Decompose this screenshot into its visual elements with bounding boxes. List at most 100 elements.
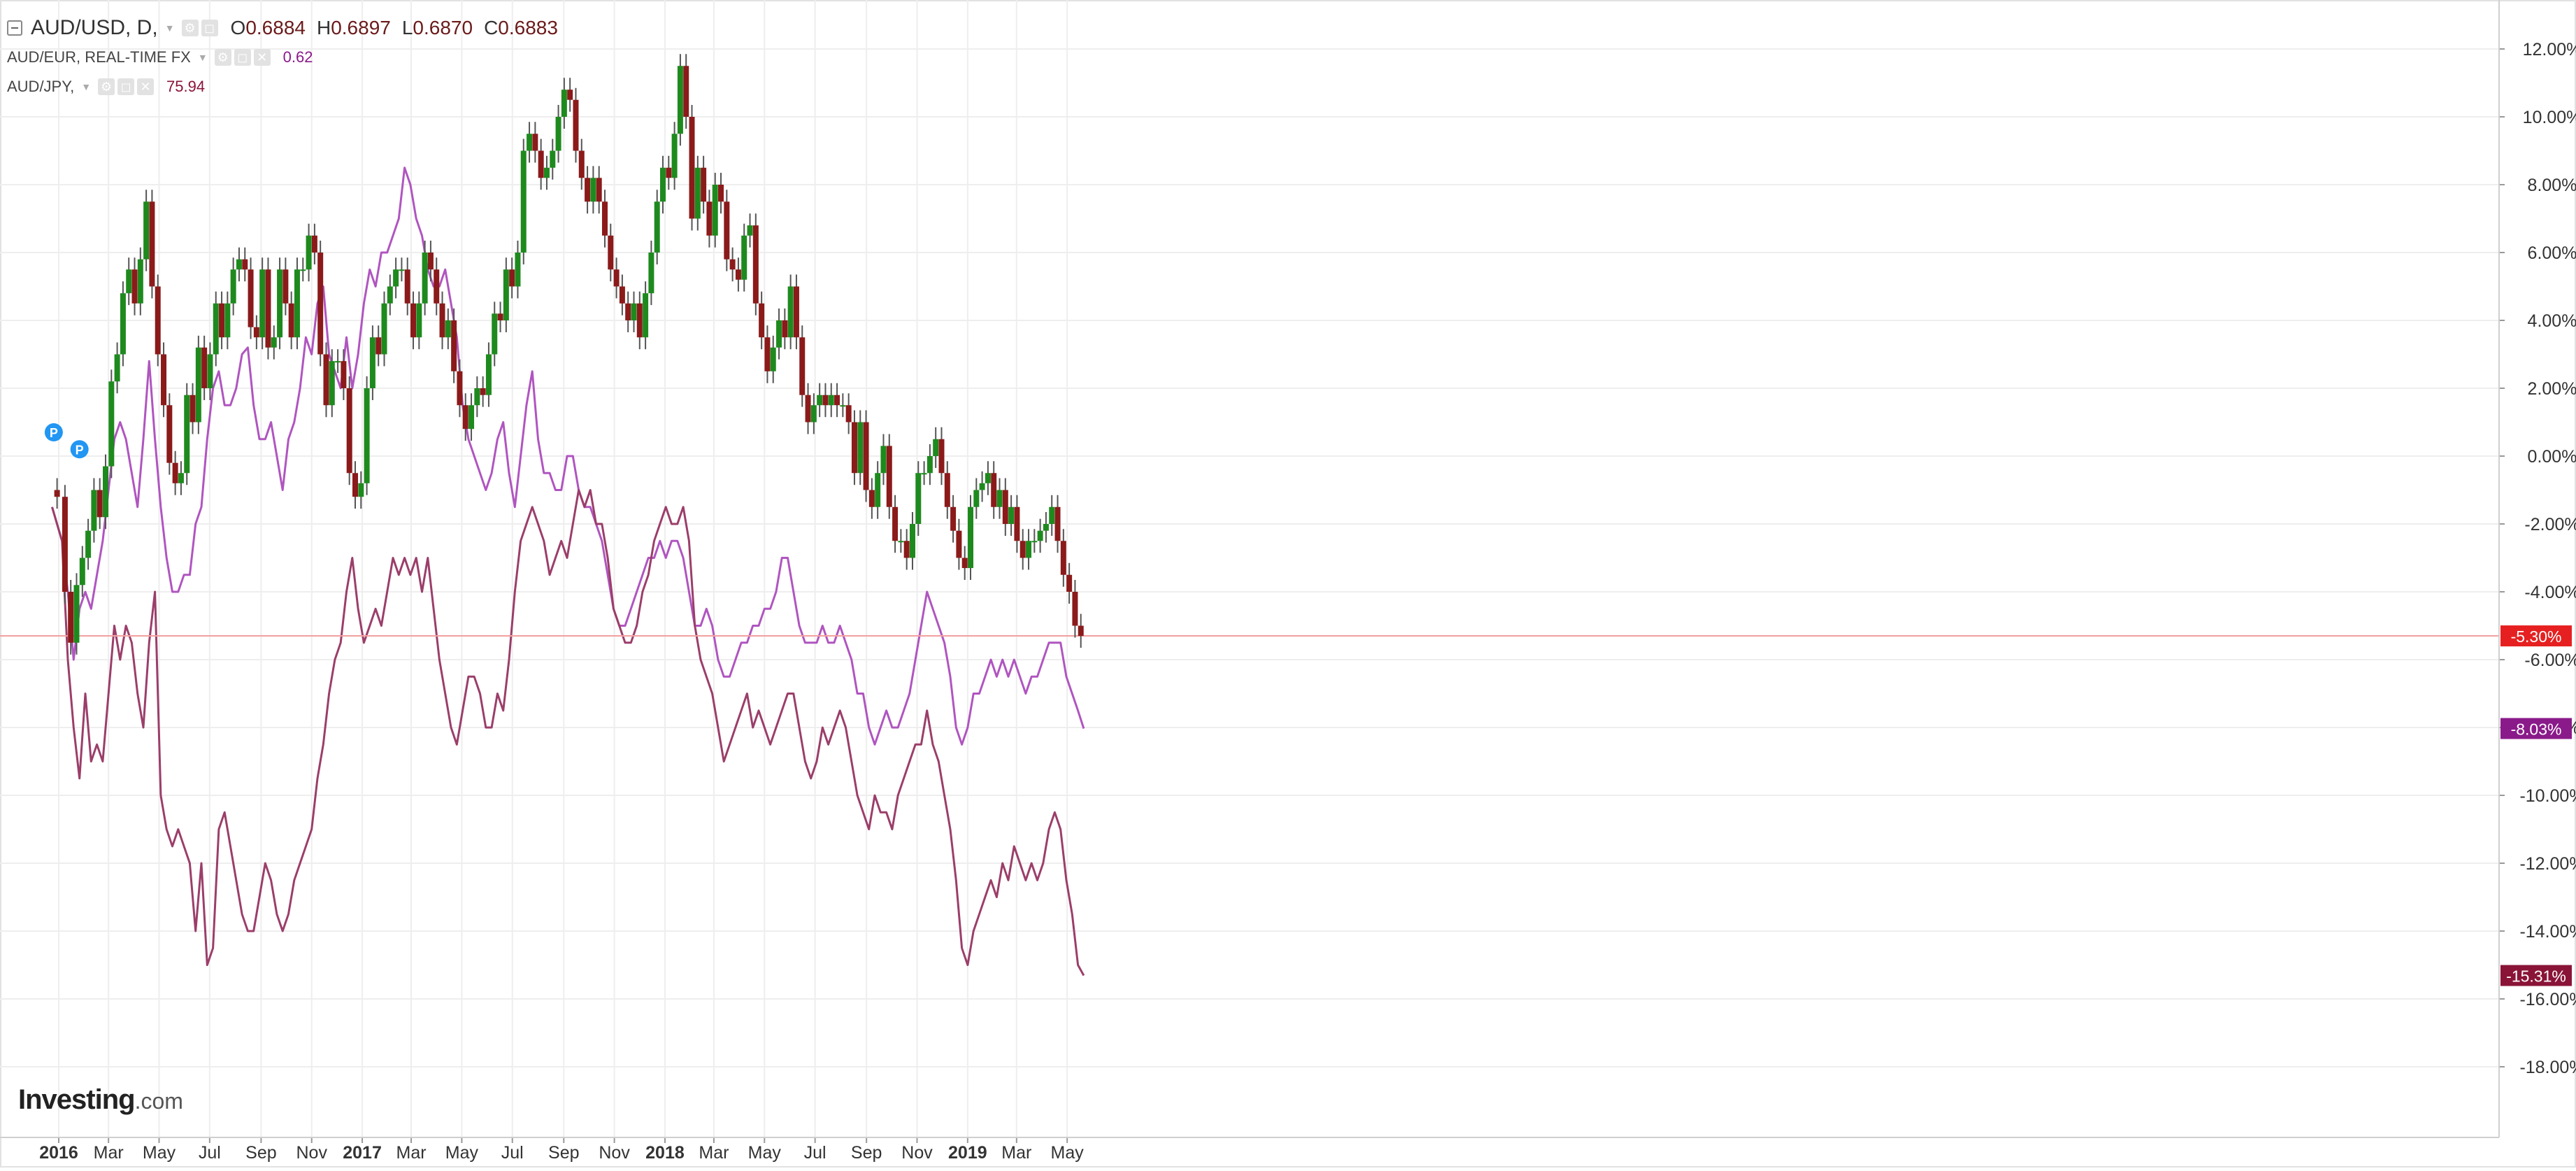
legend-compare-value: 0.62 xyxy=(282,48,313,66)
legend-compare-row: AUD/JPY, ▼ ⚙ ◻ ✕ 75.94 xyxy=(7,73,569,101)
candle-body xyxy=(585,178,591,202)
series-layer xyxy=(0,166,2499,977)
close-icon[interactable]: ✕ xyxy=(137,78,155,95)
candle-body xyxy=(520,150,527,253)
y-tick-label: 2.00% xyxy=(2528,379,2576,399)
logo-suffix: .com xyxy=(134,1088,183,1114)
candle-body xyxy=(126,269,132,294)
y-tick-label: 0.00% xyxy=(2528,447,2576,467)
x-tick-label: 2019 xyxy=(948,1143,987,1163)
candle-body xyxy=(73,585,80,643)
y-tick-label: -16.00% xyxy=(2519,990,2576,1009)
x-tick-label: 2018 xyxy=(645,1143,685,1163)
candle-body xyxy=(851,422,857,474)
candle-body xyxy=(840,405,846,407)
last-value-badge xyxy=(2500,965,2572,986)
candle-body xyxy=(91,490,97,531)
candle-body xyxy=(195,347,201,423)
candle-body xyxy=(485,354,492,395)
x-tick-label: 2017 xyxy=(343,1143,382,1163)
hide-icon[interactable]: ◻ xyxy=(117,78,135,95)
legend-compare-row: AUD/EUR, REAL-TIME FX ▼ ⚙ ◻ ✕ 0.62 xyxy=(7,43,569,71)
candle-body xyxy=(1060,541,1066,575)
chevron-down-icon[interactable]: ▼ xyxy=(164,22,175,34)
y-tick-label: -2.00% xyxy=(2524,515,2576,534)
y-tick-label: 6.00% xyxy=(2528,243,2576,263)
x-tick-label: May xyxy=(1051,1143,1085,1163)
hide-icon[interactable]: ◻ xyxy=(201,20,218,36)
candle-body xyxy=(625,303,631,320)
settings-icon[interactable]: ⚙ xyxy=(98,78,115,95)
candle-body xyxy=(68,592,74,643)
last-value-badge xyxy=(2500,718,2572,739)
y-tick-label: 10.00% xyxy=(2523,108,2576,127)
settings-icon[interactable]: ⚙ xyxy=(181,20,199,36)
low-key: L xyxy=(401,17,413,38)
candle-body xyxy=(938,439,945,474)
candle-body xyxy=(805,395,811,423)
candle-body xyxy=(735,269,741,280)
candle-body xyxy=(1037,530,1043,541)
candle-body xyxy=(596,178,602,202)
candle-body xyxy=(648,253,654,294)
candle-body xyxy=(619,286,625,304)
candle-body xyxy=(96,490,103,518)
candle-body xyxy=(985,473,991,483)
legend-compare-symbol[interactable]: AUD/EUR, REAL-TIME FX xyxy=(7,48,191,66)
candle-body xyxy=(317,253,324,355)
candle-body xyxy=(253,327,259,338)
candle-layer xyxy=(54,54,1084,655)
candle-body xyxy=(631,303,637,320)
candle-body xyxy=(103,466,109,518)
candle-body xyxy=(573,99,579,151)
legend: AUD/USD, D, ▼ ⚙ ◻ O 0.6884 H 0.6897 L 0.… xyxy=(7,14,569,102)
candle-body xyxy=(776,320,782,348)
hide-icon[interactable]: ◻ xyxy=(234,49,251,66)
candle-body xyxy=(184,395,190,474)
candle-body xyxy=(926,456,933,474)
x-tick-label: May xyxy=(445,1143,479,1163)
chevron-down-icon[interactable]: ▼ xyxy=(81,81,92,92)
candle-body xyxy=(759,303,765,338)
settings-icon[interactable]: ⚙ xyxy=(214,49,231,66)
y-tick-label: -6.00% xyxy=(2524,651,2576,670)
candle-body xyxy=(329,361,335,406)
legend-main-symbol[interactable]: AUD/USD, D, xyxy=(31,16,158,39)
close-icon[interactable]: ✕ xyxy=(253,49,271,66)
candle-body xyxy=(527,134,533,151)
candle-body xyxy=(230,269,236,304)
collapse-legend-icon[interactable] xyxy=(7,20,22,36)
candle-body xyxy=(143,201,150,260)
candle-body xyxy=(288,303,294,338)
candle-body xyxy=(172,462,178,483)
candle-body xyxy=(543,167,550,178)
candle-body xyxy=(346,388,352,474)
candle-body xyxy=(601,201,608,236)
candle-body xyxy=(747,225,753,236)
event-marker-label: P xyxy=(76,443,84,457)
candle-body xyxy=(300,269,306,271)
x-tick-label: Mar xyxy=(699,1143,729,1163)
candle-body xyxy=(898,541,904,543)
candle-body xyxy=(1078,625,1084,637)
close-key: C xyxy=(484,17,499,38)
y-tick-label: -4.00% xyxy=(2524,583,2576,602)
x-tick-label: Sep xyxy=(245,1143,276,1163)
candle-body xyxy=(712,185,718,236)
candle-body xyxy=(161,354,167,406)
candle-body xyxy=(694,167,701,219)
candle-body xyxy=(880,446,887,474)
candle-body xyxy=(375,337,382,355)
candle-body xyxy=(1031,541,1038,543)
candle-body xyxy=(979,483,985,490)
chevron-down-icon[interactable]: ▼ xyxy=(197,52,208,63)
y-tick-label: 4.00% xyxy=(2528,311,2576,331)
legend-compare-symbol[interactable]: AUD/JPY, xyxy=(7,78,75,95)
candle-body xyxy=(961,558,968,569)
close-value: 0.6883 xyxy=(498,17,558,38)
candle-body xyxy=(213,303,219,355)
candle-body xyxy=(671,134,678,178)
